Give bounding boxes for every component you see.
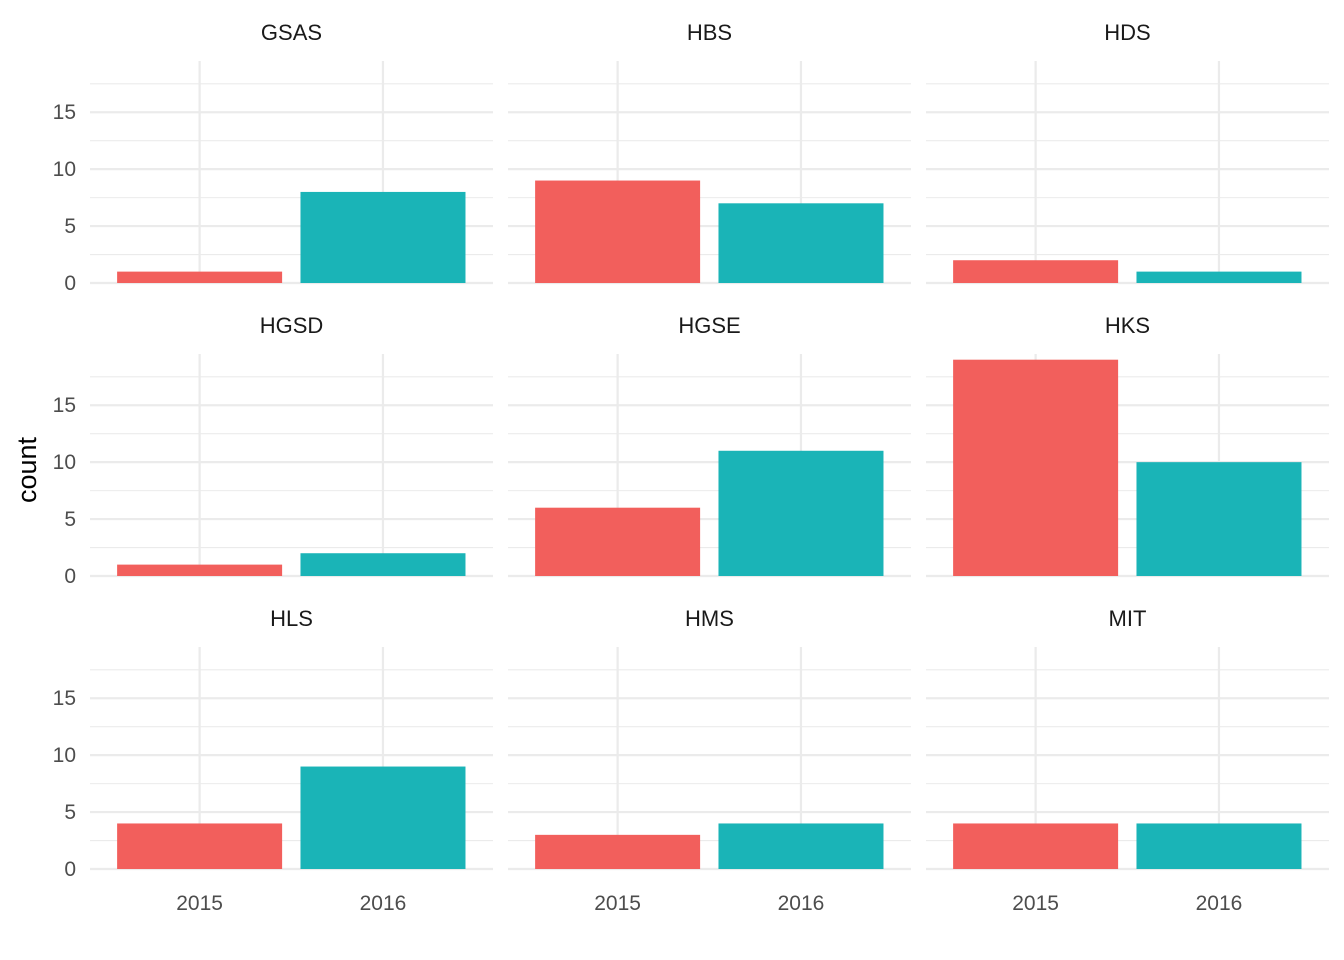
y-tick-label: 15 bbox=[53, 394, 76, 417]
bar-gsas-2016 bbox=[300, 191, 466, 283]
y-tick-label: 5 bbox=[64, 801, 76, 824]
y-tick-label: 5 bbox=[64, 508, 76, 531]
facet-panel-hds: HDS bbox=[926, 20, 1329, 285]
bar-hgse-2015 bbox=[535, 507, 701, 576]
x-tick-label: 2016 bbox=[778, 892, 825, 915]
bar-mit-2016 bbox=[1136, 823, 1302, 869]
facet-strip-label: HGSE bbox=[678, 313, 740, 338]
facet-panel-hgsd: HGSD 0 5 10 15 bbox=[53, 313, 493, 588]
facet-strip-label: HDS bbox=[1104, 20, 1150, 45]
bar-hls-2016 bbox=[300, 766, 466, 869]
y-tick-label: 10 bbox=[53, 158, 76, 181]
facet-strip-label: HKS bbox=[1105, 313, 1150, 338]
facet-panel-hls: HLS 0 5 10 15 2015 2016 bbox=[53, 606, 493, 915]
bar-hgsd-2015 bbox=[117, 564, 283, 576]
facet-panel-hbs: HBS bbox=[508, 20, 911, 285]
facet-panel-gsas: GSAS 0 5 10 15 bbox=[53, 20, 493, 295]
facet-strip-label: HMS bbox=[685, 606, 734, 631]
bar-hls-2015 bbox=[117, 823, 283, 869]
bar-hks-2015 bbox=[953, 359, 1119, 576]
bar-hgsd-2016 bbox=[300, 553, 466, 576]
facet-panel-hms: HMS 2015 2016 bbox=[508, 606, 911, 915]
facet-strip-label: HBS bbox=[687, 20, 732, 45]
facet-panel-hks: HKS bbox=[926, 313, 1329, 578]
x-tick-label: 2015 bbox=[594, 892, 641, 915]
bar-mit-2015 bbox=[953, 823, 1119, 869]
y-tick-label: 0 bbox=[64, 858, 76, 881]
bar-hms-2016 bbox=[718, 823, 884, 869]
facet-panel-mit: MIT 2015 2016 bbox=[926, 606, 1329, 915]
bar-hds-2016 bbox=[1136, 271, 1302, 283]
x-tick-label: 2016 bbox=[360, 892, 407, 915]
bar-hks-2016 bbox=[1136, 462, 1302, 576]
bar-gsas-2015 bbox=[117, 271, 283, 283]
x-tick-label: 2015 bbox=[176, 892, 223, 915]
y-axis-label: count bbox=[12, 436, 42, 503]
y-tick-label: 10 bbox=[53, 451, 76, 474]
x-tick-label: 2015 bbox=[1012, 892, 1059, 915]
facet-strip-label: HGSD bbox=[260, 313, 324, 338]
y-tick-label: 10 bbox=[53, 744, 76, 767]
y-tick-label: 15 bbox=[53, 101, 76, 124]
x-tick-label: 2016 bbox=[1196, 892, 1243, 915]
facet-panel-hgse: HGSE bbox=[508, 313, 911, 578]
y-tick-label: 5 bbox=[64, 215, 76, 238]
bar-hds-2015 bbox=[953, 260, 1119, 283]
bar-hms-2015 bbox=[535, 834, 701, 869]
facet-strip-label: HLS bbox=[270, 606, 313, 631]
y-tick-label: 0 bbox=[64, 565, 76, 588]
bar-hbs-2016 bbox=[718, 203, 884, 283]
facet-strip-label: MIT bbox=[1109, 606, 1147, 631]
facet-strip-label: GSAS bbox=[261, 20, 322, 45]
bar-hgse-2016 bbox=[718, 450, 884, 576]
y-tick-label: 15 bbox=[53, 687, 76, 710]
y-tick-label: 0 bbox=[64, 272, 76, 295]
bar-hbs-2015 bbox=[535, 180, 701, 283]
